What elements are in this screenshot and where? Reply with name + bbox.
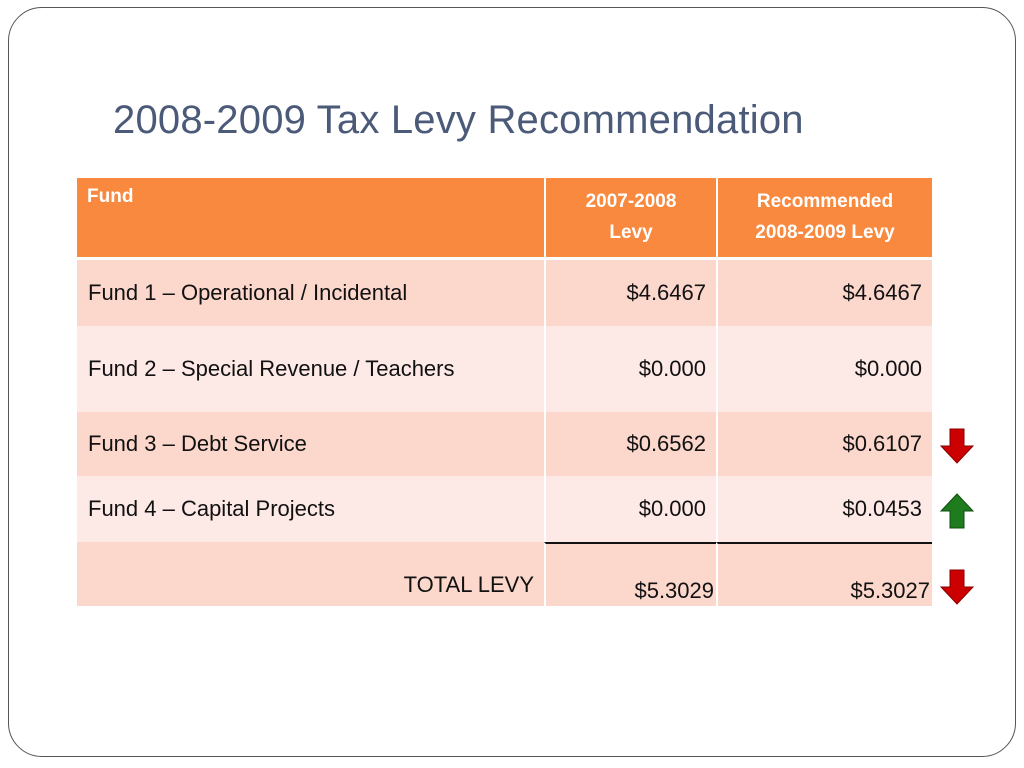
levy-2008-2009: $0.000	[716, 326, 932, 412]
table-row: Fund 4 – Capital Projects $0.000 $0.0453	[77, 476, 932, 542]
total-2008-2009: $5.3027	[716, 542, 932, 606]
arrow-up-icon	[939, 493, 975, 529]
levy-2008-2009: $0.0453	[716, 476, 932, 542]
table-row: Fund 1 – Operational / Incidental $4.646…	[77, 260, 932, 326]
fund-name: Fund 3 – Debt Service	[77, 412, 544, 476]
fund-name: Fund 4 – Capital Projects	[77, 476, 544, 542]
header-prev-line1: 2007-2008	[585, 191, 677, 212]
table-row: Fund 3 – Debt Service $0.6562 $0.6107	[77, 412, 932, 476]
header-recommended-levy: Recommended 2008-2009 Levy	[716, 178, 932, 260]
table-row: Fund 2 – Special Revenue / Teachers $0.0…	[77, 326, 932, 412]
header-rec-line2: 2008-2009 Levy	[755, 222, 895, 243]
levy-2007-2008: $0.000	[544, 326, 716, 412]
levy-2007-2008: $0.6562	[544, 412, 716, 476]
slide-title: 2008-2009 Tax Levy Recommendation	[113, 98, 804, 142]
arrow-down-icon	[939, 428, 975, 464]
arrow-down-icon	[939, 569, 975, 605]
levy-2007-2008: $4.6467	[544, 260, 716, 326]
levy-2007-2008: $0.000	[544, 476, 716, 542]
header-prev-line2: Levy	[609, 222, 653, 243]
levy-table: Fund 2007-2008 Levy Recommended 2008-200…	[77, 178, 932, 606]
total-row: TOTAL LEVY $5.3029 $5.3027	[77, 542, 932, 606]
levy-2008-2009: $0.6107	[716, 412, 932, 476]
total-2007-2008: $5.3029	[544, 542, 716, 606]
total-label: TOTAL LEVY	[77, 542, 544, 606]
header-fund: Fund	[77, 178, 544, 260]
header-rec-line1: Recommended	[756, 191, 894, 212]
header-2007-2008-levy: 2007-2008 Levy	[544, 178, 716, 260]
levy-2008-2009: $4.6467	[716, 260, 932, 326]
table-header-row: Fund 2007-2008 Levy Recommended 2008-200…	[77, 178, 932, 260]
fund-name: Fund 2 – Special Revenue / Teachers	[77, 326, 544, 412]
fund-name: Fund 1 – Operational / Incidental	[77, 260, 544, 326]
